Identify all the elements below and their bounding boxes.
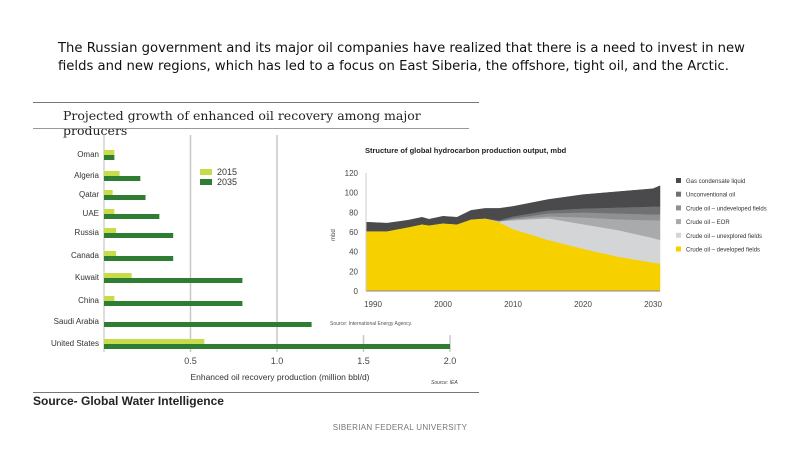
bar-2035 [104, 256, 174, 261]
bar-2035 [104, 322, 312, 327]
chart-source: Source: IEA [431, 380, 458, 386]
category-label: Kuwait [75, 273, 100, 282]
bar-2035 [104, 344, 450, 349]
legend-label: Crude oil – developed fields [686, 248, 760, 254]
category-label: UAE [83, 209, 99, 218]
y-tick-label: 40 [349, 248, 358, 257]
legend-label: Crude oil – unexplored fields [686, 234, 762, 240]
category-label: Russia [75, 228, 100, 237]
eor-chart-panel: Projected growth of enhanced oil recover… [33, 102, 479, 394]
category-label: Canada [71, 251, 100, 260]
legend-swatch [676, 246, 681, 252]
y-tick-label: 60 [349, 228, 358, 237]
eor-chart-title: Projected growth of enhanced oil recover… [63, 108, 421, 138]
bar-2015 [104, 150, 115, 155]
production-area-chart: Structure of global hydrocarbon producti… [330, 146, 767, 327]
bar-2035 [104, 155, 115, 160]
x-tick-label: 2010 [504, 300, 522, 309]
legend-swatch [676, 205, 681, 211]
legend-swatch-2015 [200, 169, 212, 175]
x-axis-label: Enhanced oil recovery production (millio… [190, 372, 369, 382]
production-chart-panel: Structure of global hydrocarbon producti… [318, 135, 800, 335]
legend-swatch [676, 219, 681, 225]
x-tick-label: 1.0 [271, 356, 284, 366]
category-label: United States [51, 339, 99, 348]
x-tick-label: 0.5 [184, 356, 197, 366]
y-tick-label: 20 [349, 267, 358, 276]
chart-source: Source: International Energy Agency. [330, 321, 412, 327]
bar-2015 [104, 251, 117, 256]
legend-label: Unconventional oil [686, 193, 735, 199]
bar-2015 [104, 296, 115, 301]
bar-2015 [104, 171, 120, 176]
category-label: Oman [77, 150, 99, 159]
x-tick-label: 2000 [434, 300, 452, 309]
category-label: Algeria [74, 171, 99, 180]
bar-2015 [104, 190, 113, 195]
y-axis-label: mbd [331, 229, 337, 241]
area-gas-condensate-liquid [365, 185, 661, 232]
x-tick-label: 2030 [644, 300, 662, 309]
eor-bar-chart: 0.5 1.0 1.5 2.0 Oman Algeria Qatar UAE Russia Can… [51, 135, 458, 386]
bar-2015 [104, 273, 132, 278]
legend-swatch [676, 191, 681, 197]
legend-swatch [676, 178, 681, 183]
legend-label: Crude oil – EOR [686, 220, 730, 226]
y-tick-label: 80 [349, 208, 358, 217]
bar-2035 [104, 176, 141, 181]
x-tick-label: 1.5 [357, 356, 370, 366]
legend-label: 2015 [217, 167, 237, 177]
category-label: Qatar [79, 190, 99, 199]
x-tick-label: 2.0 [444, 356, 457, 366]
category-label: Saudi Arabia [54, 317, 100, 326]
bar-2015 [104, 339, 205, 344]
legend-swatch-2035 [200, 179, 212, 185]
bar-2035 [104, 301, 243, 306]
legend-swatch [676, 232, 681, 238]
legend-label: 2035 [217, 177, 237, 187]
bar-2015 [104, 228, 117, 233]
category-label: China [78, 296, 99, 305]
bar-2035 [104, 195, 146, 200]
top-rule [33, 102, 479, 103]
bar-2035 [104, 214, 160, 219]
footer-university: SIBERIAN FEDERAL UNIVERSITY [332, 423, 468, 432]
bar-2015 [104, 209, 115, 214]
intro-paragraph: The Russian government and its major oil… [58, 41, 745, 74]
legend-label: Crude oil – undeveloped fields [686, 206, 767, 212]
bar-2035 [104, 233, 174, 238]
x-tick-label: 1990 [364, 300, 382, 309]
source-credit: Source- Global Water Intelligence [33, 394, 224, 408]
legend-label: Gas condensate liquid [686, 179, 745, 185]
chart-title: Structure of global hydrocarbon producti… [365, 146, 567, 155]
title-rule [33, 128, 469, 129]
bottom-rule [33, 392, 479, 393]
y-tick-label: 120 [345, 169, 359, 178]
x-tick-label: 2020 [574, 300, 592, 309]
y-tick-label: 100 [345, 189, 359, 198]
bar-2035 [104, 278, 243, 283]
y-tick-label: 0 [354, 287, 359, 296]
